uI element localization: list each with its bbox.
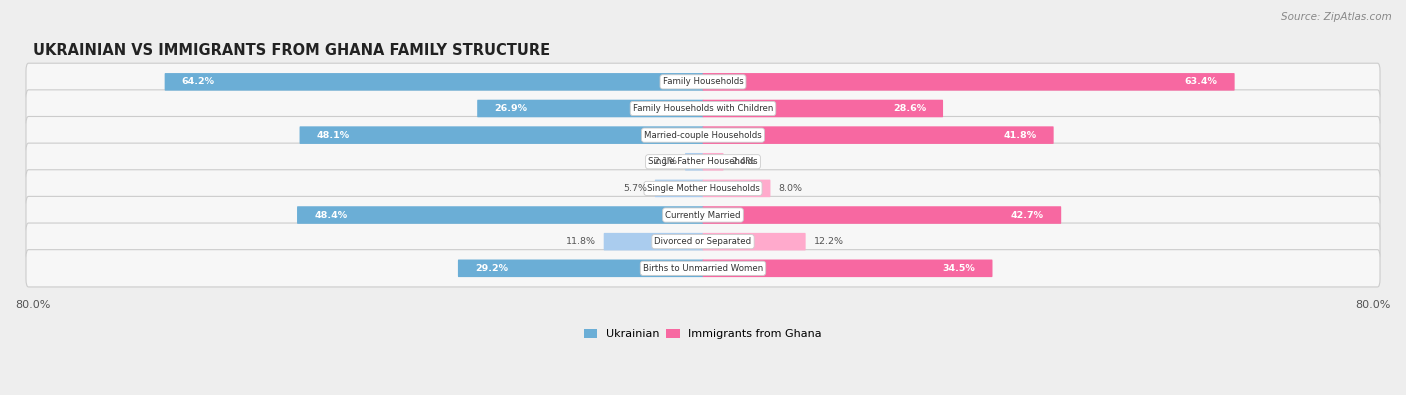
FancyBboxPatch shape: [655, 180, 703, 197]
Text: Single Father Households: Single Father Households: [648, 157, 758, 166]
FancyBboxPatch shape: [703, 180, 770, 197]
FancyBboxPatch shape: [458, 260, 703, 277]
Text: 28.6%: 28.6%: [893, 104, 927, 113]
FancyBboxPatch shape: [25, 250, 1381, 287]
FancyBboxPatch shape: [25, 117, 1381, 154]
FancyBboxPatch shape: [25, 223, 1381, 260]
FancyBboxPatch shape: [477, 100, 703, 117]
Text: Family Households: Family Households: [662, 77, 744, 87]
FancyBboxPatch shape: [703, 73, 1234, 90]
Text: Source: ZipAtlas.com: Source: ZipAtlas.com: [1281, 12, 1392, 22]
FancyBboxPatch shape: [703, 100, 943, 117]
Text: 34.5%: 34.5%: [942, 264, 976, 273]
Text: 48.4%: 48.4%: [314, 211, 347, 220]
Text: 64.2%: 64.2%: [181, 77, 215, 87]
Text: 41.8%: 41.8%: [1004, 131, 1036, 139]
Text: UKRAINIAN VS IMMIGRANTS FROM GHANA FAMILY STRUCTURE: UKRAINIAN VS IMMIGRANTS FROM GHANA FAMIL…: [32, 43, 550, 58]
FancyBboxPatch shape: [25, 196, 1381, 234]
Text: 42.7%: 42.7%: [1011, 211, 1045, 220]
FancyBboxPatch shape: [297, 206, 703, 224]
Legend: Ukrainian, Immigrants from Ghana: Ukrainian, Immigrants from Ghana: [583, 329, 823, 339]
FancyBboxPatch shape: [603, 233, 703, 250]
Text: 2.1%: 2.1%: [652, 157, 678, 166]
Text: 26.9%: 26.9%: [495, 104, 527, 113]
FancyBboxPatch shape: [703, 126, 1053, 144]
FancyBboxPatch shape: [165, 73, 703, 90]
Text: Single Mother Households: Single Mother Households: [647, 184, 759, 193]
FancyBboxPatch shape: [25, 90, 1381, 127]
Text: 12.2%: 12.2%: [814, 237, 844, 246]
Text: 29.2%: 29.2%: [475, 264, 508, 273]
Text: Married-couple Households: Married-couple Households: [644, 131, 762, 139]
Text: Family Households with Children: Family Households with Children: [633, 104, 773, 113]
Text: Divorced or Separated: Divorced or Separated: [654, 237, 752, 246]
FancyBboxPatch shape: [703, 260, 993, 277]
FancyBboxPatch shape: [703, 153, 724, 171]
Text: 8.0%: 8.0%: [779, 184, 803, 193]
Text: 11.8%: 11.8%: [565, 237, 596, 246]
FancyBboxPatch shape: [299, 126, 703, 144]
FancyBboxPatch shape: [685, 153, 703, 171]
Text: 5.7%: 5.7%: [623, 184, 647, 193]
FancyBboxPatch shape: [703, 206, 1062, 224]
FancyBboxPatch shape: [25, 63, 1381, 100]
Text: Births to Unmarried Women: Births to Unmarried Women: [643, 264, 763, 273]
FancyBboxPatch shape: [25, 143, 1381, 181]
Text: Currently Married: Currently Married: [665, 211, 741, 220]
FancyBboxPatch shape: [703, 233, 806, 250]
FancyBboxPatch shape: [25, 170, 1381, 207]
Text: 48.1%: 48.1%: [316, 131, 350, 139]
Text: 2.4%: 2.4%: [731, 157, 755, 166]
Text: 63.4%: 63.4%: [1185, 77, 1218, 87]
